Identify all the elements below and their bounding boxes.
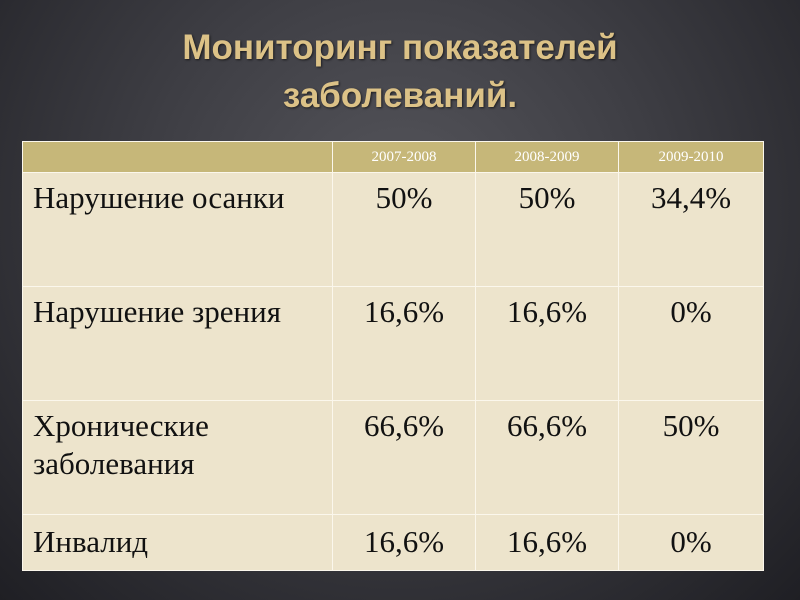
table-cell: 66,6%	[332, 400, 476, 515]
table-row: Нарушение осанки 50% 50% 34,4%	[22, 172, 764, 287]
slide-title-line-1: Мониторинг показателей	[182, 28, 618, 67]
row-label: Нарушение зрения	[22, 286, 333, 401]
table-row: Инвалид 16,6% 16,6% 0%	[22, 514, 764, 571]
column-header-2009-2010: 2009-2010	[618, 141, 764, 173]
column-header-2008-2009: 2008-2009	[475, 141, 619, 173]
column-header-2007-2008: 2007-2008	[332, 141, 476, 173]
table-cell: 50%	[475, 172, 619, 287]
table-cell: 50%	[332, 172, 476, 287]
row-label: Нарушение осанки	[22, 172, 333, 287]
table-cell: 16,6%	[332, 514, 476, 571]
row-label: Хронические заболевания	[22, 400, 333, 515]
table-cell: 34,4%	[618, 172, 764, 287]
slide-title-line-2: заболеваний.	[282, 76, 518, 115]
table-cell: 16,6%	[475, 286, 619, 401]
column-header-empty	[22, 141, 333, 173]
data-table: 2007-2008 2008-2009 2009-2010 Нарушение …	[22, 141, 764, 571]
table-cell: 66,6%	[475, 400, 619, 515]
row-label: Инвалид	[22, 514, 333, 571]
table-cell: 50%	[618, 400, 764, 515]
table-cell: 0%	[618, 286, 764, 401]
table-cell: 16,6%	[475, 514, 619, 571]
slide-title: Мониторинг показателей заболеваний.	[0, 24, 800, 120]
table-header-row: 2007-2008 2008-2009 2009-2010	[22, 141, 764, 173]
table-cell: 16,6%	[332, 286, 476, 401]
table-cell: 0%	[618, 514, 764, 571]
table-row: Нарушение зрения 16,6% 16,6% 0%	[22, 286, 764, 401]
table-row: Хронические заболевания 66,6% 66,6% 50%	[22, 400, 764, 515]
